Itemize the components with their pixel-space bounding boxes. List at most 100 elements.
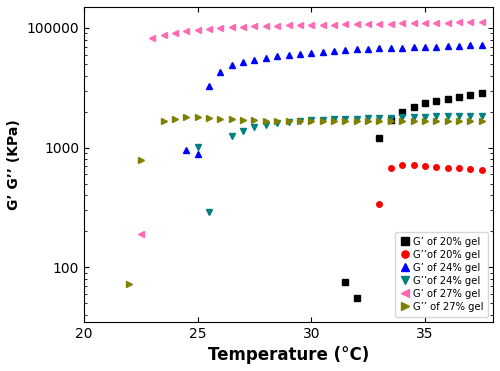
G’ of 24% gel — [184, 148, 190, 152]
G’ of 27% gel — [433, 20, 439, 25]
Line: G’’ of 27% gel: G’’ of 27% gel — [126, 114, 484, 287]
G’’of 24% gel — [478, 114, 484, 118]
G’’ of 27% gel — [365, 118, 371, 123]
G’ of 27% gel — [388, 22, 394, 26]
G’’ of 27% gel — [342, 118, 348, 123]
G’’ of 27% gel — [433, 118, 439, 123]
G’ of 27% gel — [286, 23, 292, 27]
G’ of 24% gel — [297, 52, 303, 56]
G’’ of 27% gel — [422, 118, 428, 123]
G’’ of 27% gel — [206, 115, 212, 120]
G’’of 20% gel — [433, 165, 439, 169]
G’’of 24% gel — [286, 120, 292, 124]
G’ of 24% gel — [274, 54, 280, 59]
G’ of 27% gel — [228, 25, 234, 29]
G’’of 24% gel — [422, 115, 428, 119]
G’’ of 27% gel — [252, 118, 258, 122]
G’ of 24% gel — [240, 60, 246, 64]
G’ of 24% gel — [468, 43, 473, 47]
G’ of 20% gel — [388, 118, 394, 122]
G’’of 20% gel — [376, 201, 382, 206]
G’’of 20% gel — [399, 163, 405, 168]
G’’ of 27% gel — [218, 116, 224, 121]
G’ of 27% gel — [331, 22, 337, 27]
G’’of 24% gel — [263, 123, 269, 127]
G’’of 24% gel — [228, 134, 234, 138]
G’ of 27% gel — [184, 29, 190, 33]
G’ of 20% gel — [478, 91, 484, 95]
G’ of 27% gel — [354, 22, 360, 26]
G’ of 20% gel — [433, 99, 439, 103]
G’ of 27% gel — [138, 232, 144, 236]
G’ of 27% gel — [365, 22, 371, 26]
G’’ of 27% gel — [160, 118, 166, 123]
G’ of 20% gel — [444, 97, 450, 101]
G’ of 24% gel — [478, 43, 484, 47]
G’’ of 27% gel — [138, 158, 144, 163]
G’’of 24% gel — [342, 116, 348, 121]
X-axis label: Temperature (°C): Temperature (°C) — [208, 346, 369, 364]
G’ of 24% gel — [388, 46, 394, 50]
G’ of 20% gel — [342, 280, 348, 284]
G’ of 27% gel — [342, 22, 348, 27]
G’ of 20% gel — [422, 101, 428, 105]
G’ of 24% gel — [456, 43, 462, 48]
G’’ of 27% gel — [399, 118, 405, 123]
G’ of 20% gel — [354, 296, 360, 301]
G’ of 27% gel — [308, 23, 314, 27]
G’ of 24% gel — [228, 63, 234, 67]
G’ of 24% gel — [422, 45, 428, 49]
G’ of 20% gel — [376, 136, 382, 140]
Line: G’’of 24% gel: G’’of 24% gel — [195, 113, 484, 214]
G’ of 24% gel — [444, 44, 450, 48]
G’’ of 27% gel — [308, 118, 314, 123]
G’’of 24% gel — [365, 116, 371, 121]
G’’ of 27% gel — [194, 115, 200, 119]
G’ of 27% gel — [399, 21, 405, 26]
G’ of 20% gel — [468, 93, 473, 97]
G’’of 24% gel — [433, 114, 439, 119]
G’’ of 27% gel — [263, 118, 269, 123]
G’ of 27% gel — [468, 20, 473, 24]
Line: G’’of 20% gel: G’’of 20% gel — [376, 162, 484, 206]
G’ of 27% gel — [410, 21, 416, 26]
G’ of 27% gel — [444, 20, 450, 25]
G’’of 24% gel — [376, 116, 382, 120]
G’ of 24% gel — [206, 83, 212, 88]
G’’ of 27% gel — [456, 118, 462, 123]
G’’of 24% gel — [194, 144, 200, 149]
G’’of 24% gel — [399, 115, 405, 119]
G’ of 24% gel — [365, 47, 371, 51]
G’’of 24% gel — [410, 115, 416, 119]
G’’ of 27% gel — [444, 118, 450, 123]
G’’of 24% gel — [206, 210, 212, 214]
G’’of 24% gel — [252, 125, 258, 129]
G’ of 24% gel — [194, 152, 200, 157]
G’ of 27% gel — [376, 22, 382, 26]
Line: G’ of 20% gel: G’ of 20% gel — [342, 91, 484, 301]
G’ of 24% gel — [399, 45, 405, 50]
G’ of 27% gel — [297, 23, 303, 27]
G’ of 24% gel — [433, 44, 439, 49]
G’ of 27% gel — [320, 23, 326, 27]
G’’of 20% gel — [478, 167, 484, 172]
G’’ of 27% gel — [126, 282, 132, 286]
G’’ of 27% gel — [354, 118, 360, 123]
G’ of 24% gel — [354, 47, 360, 52]
G’ of 27% gel — [160, 32, 166, 37]
G’’ of 27% gel — [478, 118, 484, 123]
G’ of 27% gel — [240, 24, 246, 29]
G’’ of 27% gel — [410, 118, 416, 123]
G’ of 27% gel — [274, 23, 280, 28]
G’ of 24% gel — [331, 49, 337, 53]
G’’ of 27% gel — [468, 118, 473, 123]
G’’ of 27% gel — [286, 118, 292, 123]
G’’of 20% gel — [456, 166, 462, 171]
G’’of 20% gel — [444, 165, 450, 170]
G’’of 20% gel — [388, 166, 394, 171]
G’’of 20% gel — [410, 163, 416, 168]
G’’ of 27% gel — [376, 118, 382, 123]
G’ of 24% gel — [218, 70, 224, 74]
G’ of 27% gel — [206, 26, 212, 31]
G’’ of 27% gel — [184, 115, 190, 119]
